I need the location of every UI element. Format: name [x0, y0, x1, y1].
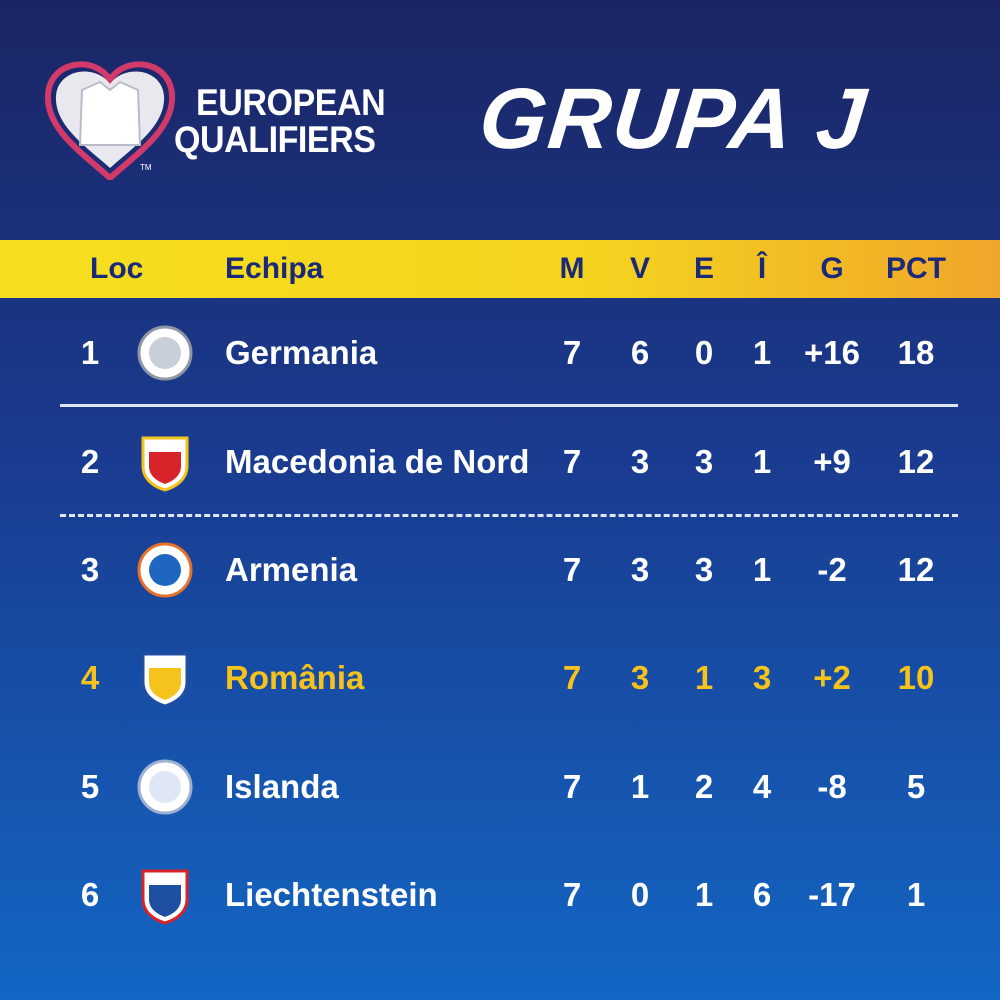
stat: 7 — [562, 768, 582, 805]
logo-line1: EUROPEAN — [196, 82, 386, 123]
stat: 3 — [752, 659, 772, 696]
team-badge — [141, 436, 189, 492]
stat: 1 — [630, 768, 650, 805]
rank: 2 — [80, 443, 100, 480]
team-badge — [137, 759, 193, 815]
team-name: Liechtenstein — [225, 876, 438, 913]
team-badge — [137, 325, 193, 381]
stat: 12 — [897, 443, 935, 480]
stat: 1 — [752, 443, 772, 480]
stat: 7 — [562, 551, 582, 588]
column-header: Echipa — [225, 252, 324, 285]
logo-line2: QUALIFIERS — [174, 119, 376, 160]
team-badge — [141, 869, 189, 925]
stat: 10 — [897, 659, 935, 696]
stat: 1 — [752, 334, 772, 371]
column-header: PCT — [886, 252, 946, 285]
title: GRUPA J — [475, 71, 872, 167]
stat: 7 — [562, 659, 582, 696]
stat: +16 — [804, 334, 860, 371]
rank: 3 — [80, 551, 100, 588]
team-name: România — [225, 659, 365, 696]
stat: -17 — [808, 876, 856, 913]
stat: -2 — [817, 551, 847, 588]
rank: 1 — [80, 334, 100, 371]
stat: 3 — [630, 443, 650, 480]
stat: 1 — [752, 551, 772, 588]
team-name: Armenia — [225, 551, 358, 588]
rank: 4 — [80, 659, 100, 696]
stat: 2 — [694, 768, 714, 805]
stat: 1 — [694, 876, 714, 913]
team-badge — [137, 542, 193, 598]
stat: 6 — [752, 876, 772, 913]
stat: 3 — [694, 443, 714, 480]
column-header: Loc — [90, 252, 144, 285]
stat: 3 — [630, 659, 650, 696]
column-header: Î — [757, 252, 767, 285]
stat: 5 — [906, 768, 926, 805]
team-badge — [141, 652, 189, 708]
header-band — [0, 240, 1000, 298]
team-name: Macedonia de Nord — [225, 443, 530, 480]
stat: -8 — [817, 768, 847, 805]
rank: 6 — [80, 876, 100, 913]
stat: +9 — [813, 443, 851, 480]
team-name: Germania — [225, 334, 378, 371]
separator — [60, 404, 958, 407]
logo-trademark: TM — [140, 163, 152, 172]
stat: 4 — [752, 768, 772, 805]
column-header: G — [820, 252, 844, 285]
stat: 0 — [630, 876, 650, 913]
stat: 0 — [694, 334, 714, 371]
stat: 7 — [562, 334, 582, 371]
stat: 1 — [906, 876, 926, 913]
column-header: M — [559, 252, 585, 285]
logo-heart — [44, 61, 176, 180]
stat: 6 — [630, 334, 650, 371]
stat: 3 — [630, 551, 650, 588]
rank: 5 — [80, 768, 100, 805]
stat: 18 — [897, 334, 935, 371]
stat: 7 — [562, 876, 582, 913]
stat: +2 — [813, 659, 851, 696]
column-header: E — [693, 252, 715, 285]
separator-dashed — [60, 514, 958, 517]
stat: 1 — [694, 659, 714, 696]
stat: 7 — [562, 443, 582, 480]
stat: 12 — [897, 551, 935, 588]
team-name: Islanda — [225, 768, 339, 805]
column-header: V — [629, 252, 651, 285]
stat: 3 — [694, 551, 714, 588]
